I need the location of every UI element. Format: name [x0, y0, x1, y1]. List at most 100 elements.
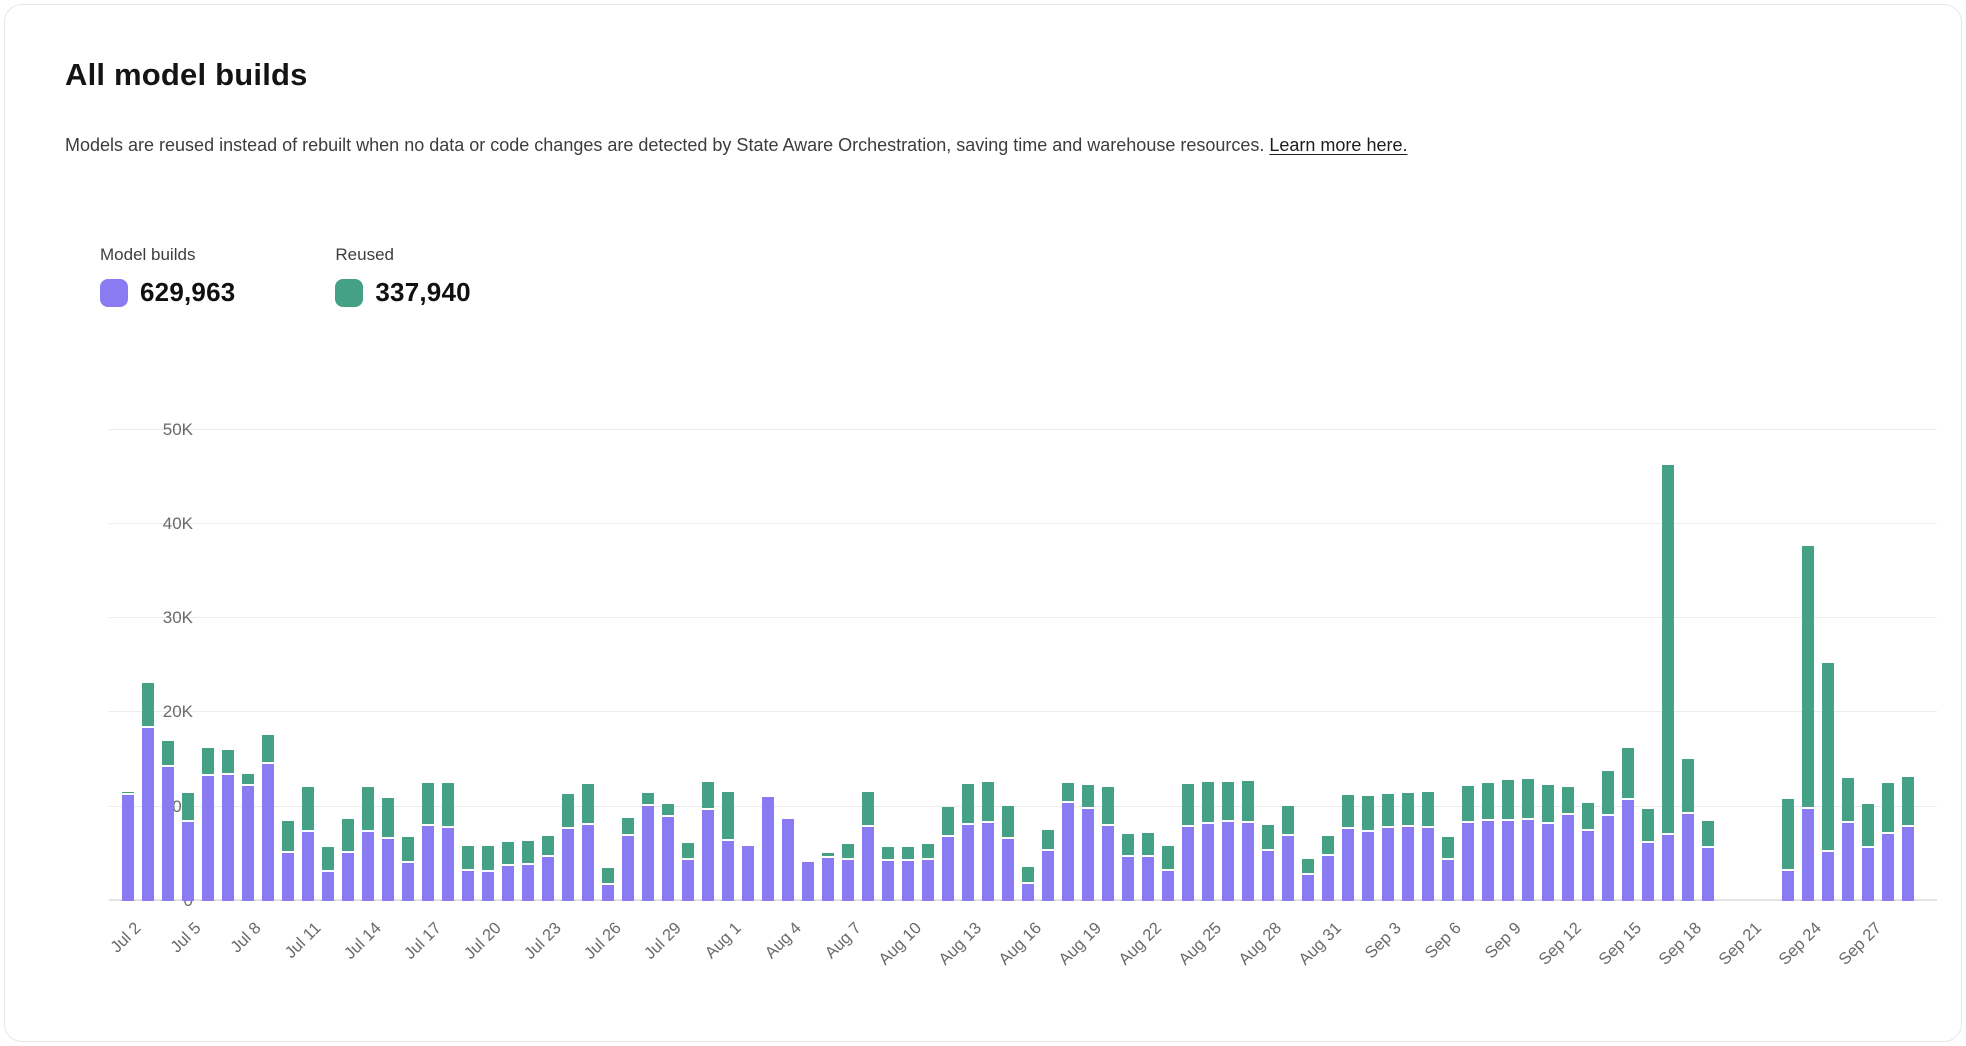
bar-aug-10[interactable]	[902, 847, 914, 901]
bar-jul-29[interactable]	[662, 803, 674, 901]
bar-aug-29[interactable]	[1282, 805, 1294, 901]
model-builds-segment	[702, 809, 714, 901]
bar-aug-4[interactable]	[782, 818, 794, 901]
bar-sep-19[interactable]	[1702, 820, 1714, 901]
model-builds-segment	[1062, 802, 1074, 901]
bar-jul-27[interactable]	[622, 817, 634, 901]
bar-aug-20[interactable]	[1102, 786, 1114, 901]
bar-aug-17[interactable]	[1042, 830, 1054, 901]
bar-jul-9[interactable]	[262, 734, 274, 901]
model-builds-segment	[1002, 838, 1014, 901]
bar-jul-23[interactable]	[542, 835, 554, 901]
model-builds-segment	[282, 852, 294, 901]
bar-jul-3[interactable]	[142, 683, 154, 901]
bar-sep-16[interactable]	[1642, 808, 1654, 901]
bar-aug-24[interactable]	[1182, 783, 1194, 901]
bar-aug-5[interactable]	[802, 862, 814, 901]
bar-jul-25[interactable]	[582, 783, 594, 901]
bar-jul-13[interactable]	[342, 818, 354, 901]
bar-aug-1[interactable]	[722, 791, 734, 901]
bar-aug-7[interactable]	[842, 844, 854, 901]
bar-aug-2[interactable]	[742, 846, 754, 901]
bar-jul-31[interactable]	[702, 782, 714, 901]
bar-aug-31[interactable]	[1322, 835, 1334, 901]
bar-jul-19[interactable]	[462, 846, 474, 901]
bar-aug-11[interactable]	[922, 844, 934, 901]
bar-sep-27[interactable]	[1862, 803, 1874, 901]
bar-jul-16[interactable]	[402, 836, 414, 901]
bar-aug-19[interactable]	[1082, 784, 1094, 901]
bar-sep-15[interactable]	[1622, 748, 1634, 901]
bar-sep-23[interactable]	[1782, 799, 1794, 901]
bar-sep-3[interactable]	[1382, 794, 1394, 901]
bar-sep-12[interactable]	[1562, 786, 1574, 901]
segment-divider	[1782, 868, 1794, 871]
bar-sep-2[interactable]	[1362, 796, 1374, 901]
bar-aug-27[interactable]	[1242, 781, 1254, 901]
bar-aug-28[interactable]	[1262, 825, 1274, 901]
bar-jul-24[interactable]	[562, 794, 574, 901]
bar-aug-8[interactable]	[862, 792, 874, 901]
bar-jul-28[interactable]	[642, 793, 654, 901]
bar-sep-28[interactable]	[1882, 783, 1894, 901]
segment-divider	[382, 836, 394, 839]
bar-sep-18[interactable]	[1682, 758, 1694, 901]
reused-segment	[242, 773, 254, 784]
bar-sep-11[interactable]	[1542, 784, 1554, 901]
bar-sep-5[interactable]	[1422, 791, 1434, 901]
bar-sep-1[interactable]	[1342, 795, 1354, 901]
bar-aug-16[interactable]	[1022, 866, 1034, 901]
bar-jul-11[interactable]	[302, 786, 314, 901]
bar-jul-20[interactable]	[482, 846, 494, 901]
segment-divider	[1362, 830, 1374, 833]
bar-aug-3[interactable]	[762, 797, 774, 901]
reused-segment	[1402, 793, 1414, 825]
learn-more-link[interactable]: Learn more here.	[1269, 135, 1408, 155]
bar-jul-4[interactable]	[162, 740, 174, 901]
bar-jul-17[interactable]	[422, 783, 434, 901]
bar-sep-10[interactable]	[1522, 779, 1534, 901]
bar-jul-30[interactable]	[682, 843, 694, 901]
bar-aug-30[interactable]	[1302, 859, 1314, 901]
bar-sep-25[interactable]	[1822, 663, 1834, 901]
bar-jul-7[interactable]	[222, 750, 234, 901]
bar-jul-22[interactable]	[522, 841, 534, 901]
bar-jul-12[interactable]	[322, 847, 334, 901]
bar-sep-4[interactable]	[1402, 793, 1414, 901]
bar-jul-26[interactable]	[602, 867, 614, 901]
bar-aug-9[interactable]	[882, 847, 894, 901]
bar-jul-15[interactable]	[382, 798, 394, 901]
reused-segment	[1482, 783, 1494, 819]
bar-aug-26[interactable]	[1222, 782, 1234, 901]
bar-aug-22[interactable]	[1142, 833, 1154, 901]
bar-sep-9[interactable]	[1502, 780, 1514, 901]
bar-sep-17[interactable]	[1662, 465, 1674, 901]
bar-aug-6[interactable]	[822, 852, 834, 901]
bar-aug-18[interactable]	[1062, 783, 1074, 901]
bar-jul-10[interactable]	[282, 820, 294, 901]
bar-sep-8[interactable]	[1482, 783, 1494, 901]
bar-sep-13[interactable]	[1582, 802, 1594, 901]
bar-aug-14[interactable]	[982, 782, 994, 901]
bar-jul-18[interactable]	[442, 783, 454, 901]
bar-jul-5[interactable]	[182, 793, 194, 901]
bar-sep-7[interactable]	[1462, 785, 1474, 901]
bar-aug-23[interactable]	[1162, 846, 1174, 901]
bar-jul-21[interactable]	[502, 842, 514, 901]
bar-aug-12[interactable]	[942, 806, 954, 901]
bar-aug-21[interactable]	[1122, 833, 1134, 901]
bar-jul-2[interactable]	[122, 791, 134, 901]
reused-segment	[482, 846, 494, 870]
bar-sep-29[interactable]	[1902, 777, 1914, 901]
bar-sep-24[interactable]	[1802, 546, 1814, 901]
bar-aug-13[interactable]	[962, 783, 974, 901]
bar-jul-14[interactable]	[362, 786, 374, 901]
bar-jul-8[interactable]	[242, 773, 254, 901]
bar-sep-14[interactable]	[1602, 770, 1614, 901]
reused-segment	[722, 791, 734, 839]
bar-sep-26[interactable]	[1842, 778, 1854, 901]
bar-aug-15[interactable]	[1002, 805, 1014, 901]
bar-aug-25[interactable]	[1202, 782, 1214, 901]
bar-sep-6[interactable]	[1442, 836, 1454, 901]
bar-jul-6[interactable]	[202, 748, 214, 901]
